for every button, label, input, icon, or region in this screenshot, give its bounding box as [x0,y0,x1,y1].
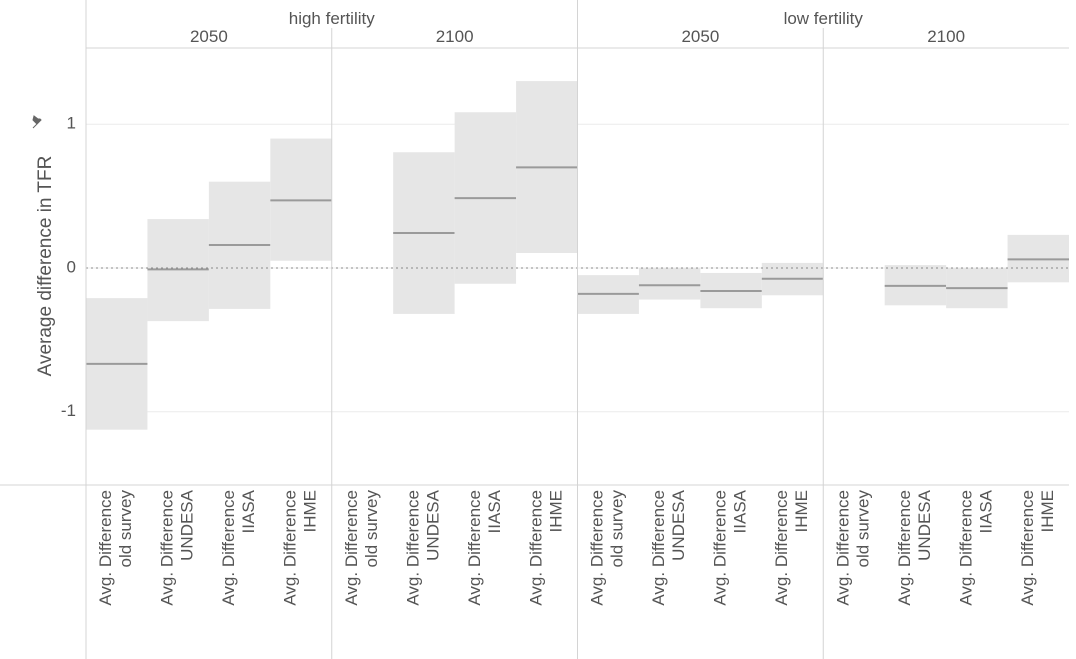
x-tick-label: IIASA [239,489,258,533]
x-tick-label: IHME [546,490,565,533]
x-tick-label: Avg. Difference [219,490,238,606]
x-tick-label-group: Avg. Difference UNDESA [403,489,442,605]
year-header: 2050 [190,27,228,46]
x-tick-label: Avg. Difference [403,490,422,606]
x-tick-label-group: Avg. Difference old survey [96,490,135,606]
x-tick-label-group: Avg. Difference IHME [526,490,565,606]
x-tick-label: UNDESA [423,489,442,561]
x-tick-label: UNDESA [915,489,934,561]
y-tick-label: -1 [61,401,76,420]
x-tick-label: old survey [608,490,627,568]
range-box [638,267,701,300]
x-tick-label: Avg. Difference [465,490,484,606]
x-tick-label: Avg. Difference [711,490,730,606]
x-tick-label-group: Avg. Difference IIASA [465,489,504,605]
x-tick-label-group: Avg. Difference IIASA [956,489,995,605]
x-tick-label-group: Avg. Difference IHME [1018,490,1057,606]
x-tick-label-group: Avg. Difference IHME [772,490,811,606]
x-tick-label: Avg. Difference [158,490,177,606]
group-header: high fertility [289,9,375,28]
x-tick-label: old survey [853,490,872,568]
x-tick-label: old survey [116,490,135,568]
x-tick-label-group: Avg. Difference UNDESA [158,489,197,605]
year-header: 2050 [681,27,719,46]
x-tick-label: old survey [362,490,381,568]
x-tick-label-group: Avg. Difference old survey [342,490,381,606]
x-tick-label-group: Avg. Difference IHME [281,490,320,606]
x-tick-label: Avg. Difference [956,490,975,606]
x-tick-label-group: Avg. Difference IIASA [711,489,750,605]
x-tick-label-group: Avg. Difference IIASA [219,489,258,605]
x-tick-label: IHME [792,490,811,533]
x-tick-label: Avg. Difference [526,490,545,606]
group-header: low fertility [784,9,864,28]
y-axis-title: Average difference in TFR [35,156,56,377]
x-tick-label: Avg. Difference [895,490,914,606]
x-tick-label: IHME [1038,490,1057,533]
x-tick-label-group: Avg. Difference old survey [588,490,627,606]
x-tick-label: Avg. Difference [342,490,361,606]
y-tick-label: 1 [67,114,76,133]
x-tick-label: Avg. Difference [649,490,668,606]
x-tick-label: Avg. Difference [281,490,300,606]
x-tick-label: Avg. Difference [1018,490,1037,606]
x-tick-label: Avg. Difference [588,490,607,606]
x-tick-label: UNDESA [178,489,197,561]
year-header: 2100 [436,27,474,46]
x-tick-label: IIASA [731,489,750,533]
x-tick-label-group: Avg. Difference old survey [833,490,872,606]
x-tick-label-group: Avg. Difference UNDESA [895,489,934,605]
x-tick-label: Avg. Difference [833,490,852,606]
x-tick-label-group: Avg. Difference UNDESA [649,489,688,605]
x-tick-label: Avg. Difference [772,490,791,606]
x-tick-label: IIASA [976,489,995,533]
x-tick-label: UNDESA [669,489,688,561]
x-tick-label: Avg. Difference [96,490,115,606]
y-tick-label: 0 [67,257,76,276]
x-tick-label: IHME [301,490,320,533]
x-tick-label: IIASA [485,489,504,533]
year-header: 2100 [927,27,965,46]
y-axis-title-group: Average difference in TFR [35,156,56,377]
pin-icon [32,115,42,129]
